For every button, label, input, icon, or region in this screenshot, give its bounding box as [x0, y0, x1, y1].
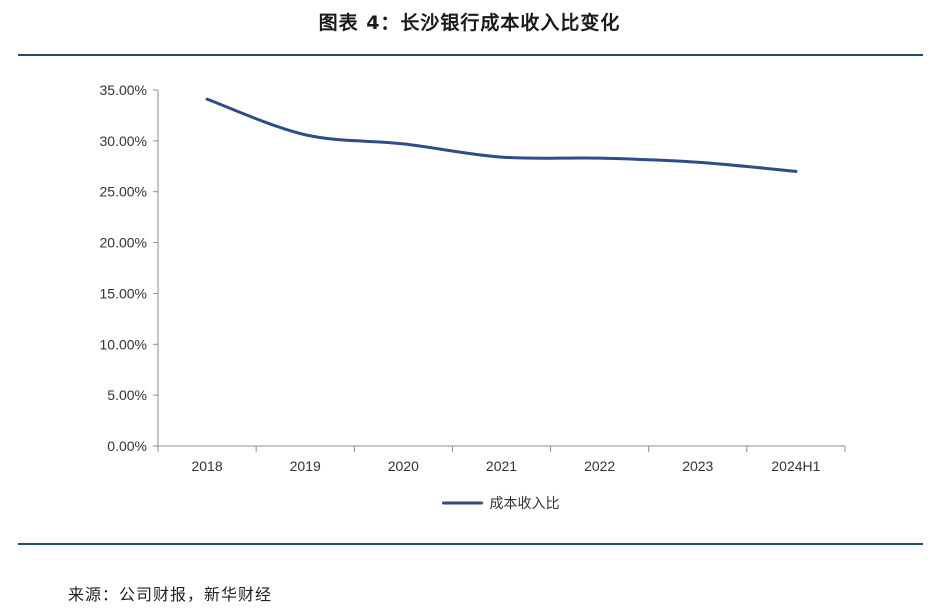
y-tick-label: 30.00% [100, 133, 147, 149]
data-point [598, 157, 601, 160]
line-chart: 0.00% 5.00% 10.00% 15.00% 20.00% 25.00% 30.00%… [100, 82, 846, 512]
data-point [794, 170, 797, 173]
data-point [402, 142, 405, 145]
y-tick-label: 0.00% [107, 438, 147, 454]
source-note: 来源：公司财报，新华财经 [68, 585, 273, 604]
y-tick-label: 20.00% [100, 235, 147, 251]
y-tick-label: 35.00% [100, 82, 147, 98]
y-tick-label: 15.00% [100, 285, 147, 301]
data-point [304, 133, 307, 136]
data-point [696, 161, 699, 164]
series-line-0 [205, 97, 798, 173]
x-tick-label: 2023 [682, 458, 713, 474]
legend-label: 成本收入比 [490, 496, 560, 512]
x-tick-label: 2024H1 [771, 458, 820, 474]
chart-title: 图表 4：长沙银行成本收入比变化 [318, 12, 621, 34]
x-tick-label: 2018 [191, 458, 222, 474]
x-tick-label: 2020 [388, 458, 419, 474]
y-tick-label: 25.00% [100, 184, 147, 200]
data-point [500, 156, 503, 159]
x-tick-label: 2019 [290, 458, 321, 474]
x-tick-label: 2022 [584, 458, 615, 474]
y-tick-label: 5.00% [107, 387, 147, 403]
top-divider [18, 54, 923, 56]
y-tick-label: 10.00% [100, 336, 147, 352]
x-tick-label: 2021 [486, 458, 517, 474]
data-point [206, 98, 209, 101]
bottom-divider [18, 543, 923, 545]
